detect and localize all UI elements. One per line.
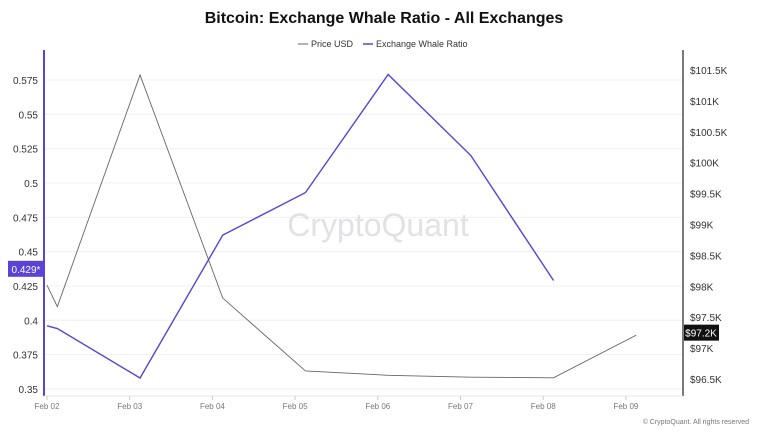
left-tick-label: 0.425 — [13, 282, 38, 293]
left-tick-label: 0.4 — [24, 316, 38, 327]
right-tick-label: $101.5K — [690, 66, 728, 77]
legend-label-price: Price USD — [311, 39, 354, 49]
x-tick-label: Feb 07 — [448, 402, 473, 411]
x-tick-label: Feb 02 — [35, 402, 60, 411]
ratio-current-badge — [8, 260, 44, 277]
left-tick-label: 0.5 — [24, 179, 38, 190]
left-tick-label: 0.55 — [19, 110, 39, 121]
right-tick-label: $98.5K — [690, 251, 722, 262]
left-tick-label: 0.575 — [13, 76, 38, 87]
right-tick-label: $100K — [690, 159, 719, 170]
chart-title: Bitcoin: Exchange Whale Ratio - All Exch… — [204, 10, 564, 27]
right-tick-label: $101K — [690, 97, 719, 108]
left-tick-label: 0.35 — [19, 385, 39, 396]
x-tick-label: Feb 06 — [365, 402, 390, 411]
copyright: © CryptoQuant. All rights reserved — [643, 418, 749, 426]
right-tick-label: $98K — [690, 282, 714, 293]
right-tick-label: $99.5K — [690, 190, 722, 201]
left-tick-label: 0.525 — [13, 145, 38, 156]
right-tick-label: $96.5K — [690, 375, 722, 386]
ratio-current-label: 0.429* — [12, 265, 41, 276]
x-tick-label: Feb 09 — [613, 402, 638, 411]
x-tick-label: Feb 03 — [117, 402, 142, 411]
right-tick-label: $97K — [690, 344, 714, 355]
left-tick-label: 0.375 — [13, 351, 38, 362]
watermark: CryptoQuant — [287, 207, 469, 243]
price-current-badge — [684, 324, 719, 341]
right-tick-label: $100.5K — [690, 128, 728, 139]
series-line-exchange-whale-ratio — [46, 73, 555, 379]
left-tick-label: 0.475 — [13, 213, 38, 224]
x-tick-label: Feb 05 — [283, 402, 308, 411]
right-tick-label: $99K — [690, 221, 714, 232]
price-current-label: $97.2K — [685, 329, 717, 340]
x-tick-label: Feb 04 — [200, 402, 225, 411]
legend-label-ratio: Exchange Whale Ratio — [376, 39, 468, 49]
x-tick-label: Feb 08 — [531, 402, 556, 411]
left-tick-label: 0.45 — [19, 248, 39, 259]
right-tick-label: $97.5K — [690, 313, 722, 324]
